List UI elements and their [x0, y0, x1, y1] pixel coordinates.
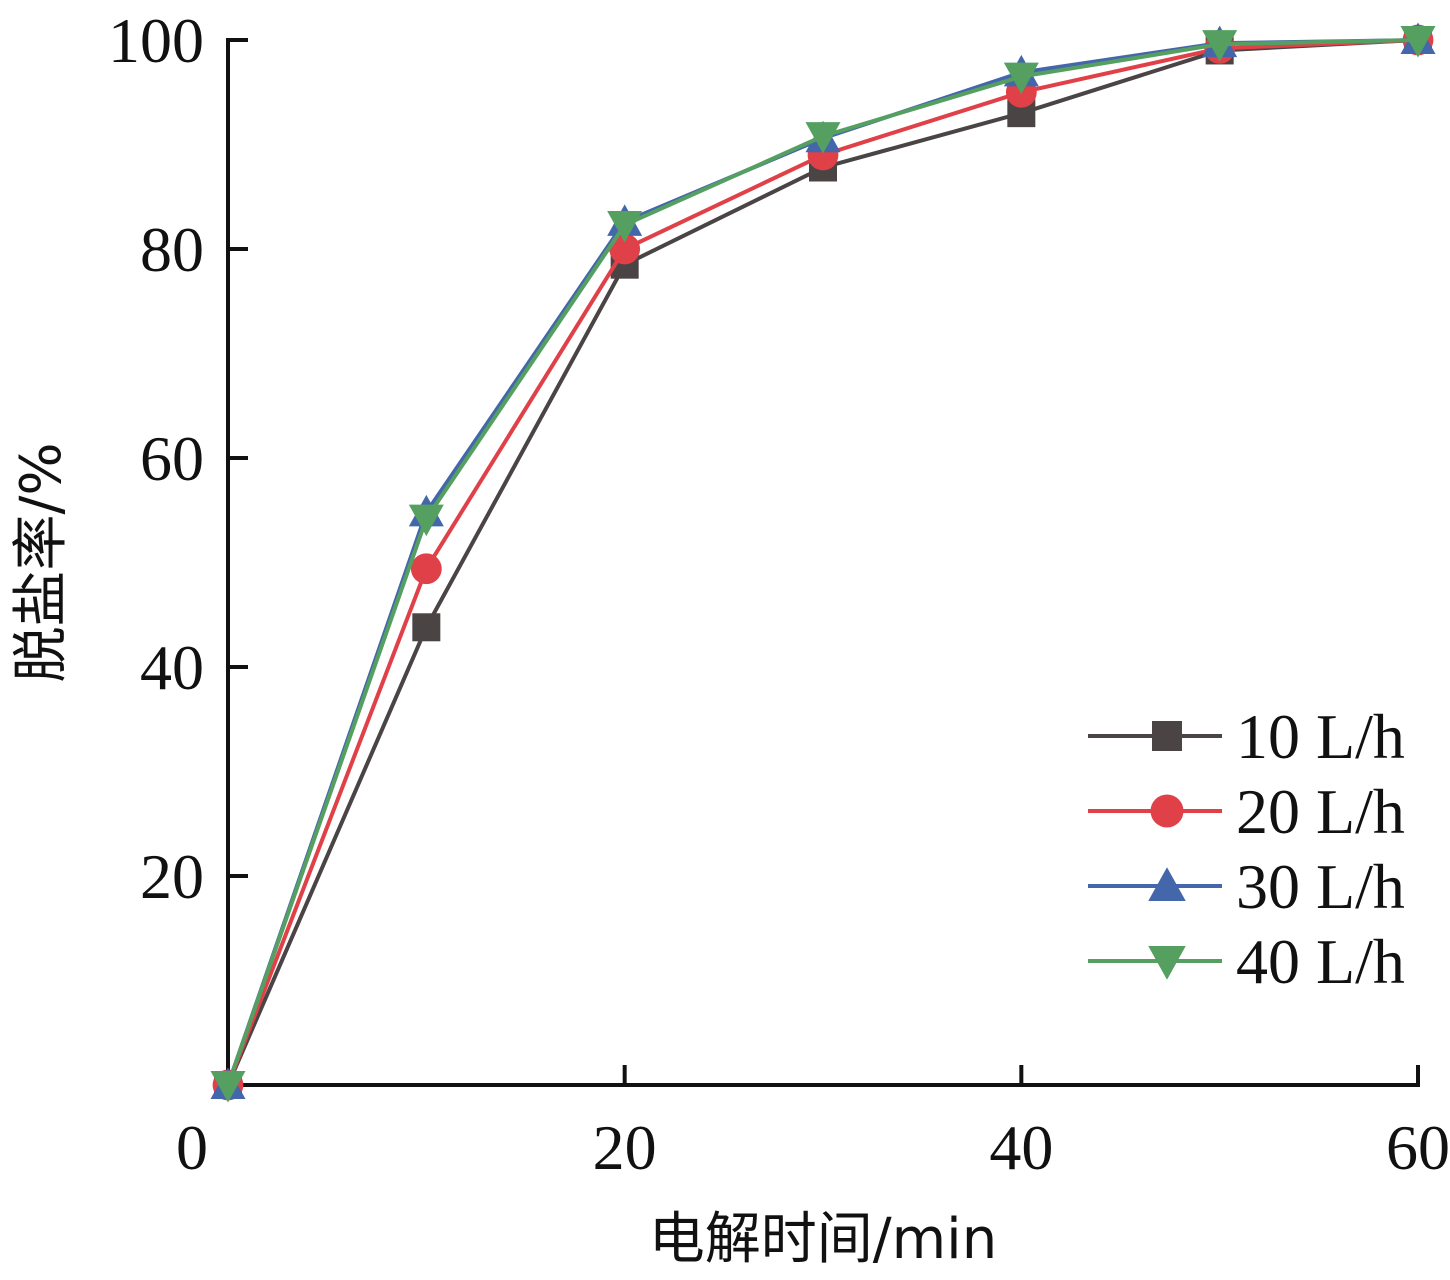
data-point — [210, 1071, 246, 1103]
legend-marker — [1150, 794, 1184, 828]
data-point — [410, 553, 442, 585]
data-point — [1202, 30, 1238, 62]
legend-item: 20 L/h — [1088, 776, 1405, 847]
data-point — [805, 122, 841, 154]
legend-item: 30 L/h — [1088, 851, 1405, 922]
legend-marker — [1148, 867, 1186, 901]
series-layer — [210, 22, 1436, 1103]
data-point — [1003, 62, 1039, 95]
data-point — [609, 233, 641, 265]
x-tick-label: 20 — [593, 1112, 657, 1183]
legend: 10 L/h20 L/h30 L/h40 L/h — [1088, 701, 1405, 997]
y-tick-label: 40 — [140, 632, 204, 703]
y-tick-label: 80 — [140, 214, 204, 285]
legend-label: 20 L/h — [1236, 776, 1405, 847]
legend-marker — [1152, 721, 1182, 751]
data-point — [1400, 26, 1436, 58]
x-tick-label: 0 — [176, 1112, 208, 1183]
legend-item: 40 L/h — [1088, 926, 1405, 997]
x-tick-label: 60 — [1386, 1112, 1450, 1183]
data-point — [408, 504, 444, 537]
legend-label: 40 L/h — [1236, 926, 1405, 997]
legend-marker — [1148, 946, 1186, 980]
y-tick-label: 60 — [140, 423, 204, 494]
x-tick-label: 40 — [989, 1112, 1053, 1183]
axis-ticks: 0 20 40 60 20 40 60 80 100 — [108, 5, 1450, 1183]
y-axis-label: 脱盐率/% — [9, 442, 74, 682]
legend-label: 30 L/h — [1236, 851, 1405, 922]
axes — [226, 38, 1420, 1087]
legend-label: 10 L/h — [1236, 701, 1405, 772]
data-point — [412, 613, 441, 642]
series-4 — [210, 26, 1436, 1103]
y-tick-label: 20 — [140, 841, 204, 912]
legend-item: 10 L/h — [1088, 701, 1405, 772]
data-point — [607, 210, 643, 243]
y-tick-label: 100 — [108, 5, 204, 76]
x-axis-label: 电解时间/min — [649, 1207, 997, 1272]
